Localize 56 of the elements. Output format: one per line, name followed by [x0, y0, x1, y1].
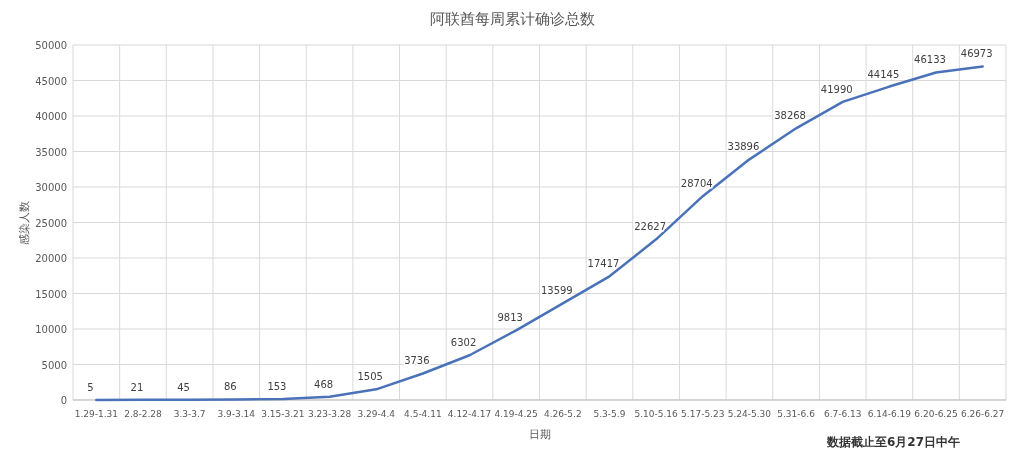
y-tick-label: 25000: [35, 217, 67, 229]
y-tick-label: 20000: [35, 253, 67, 264]
x-tick-label: 4.19-4.25: [494, 409, 538, 419]
data-label: 41990: [820, 83, 853, 95]
x-tick-label: 4.26-5.2: [544, 409, 582, 419]
data-label: 13599: [540, 285, 573, 297]
y-axis-title: 感染人数: [18, 200, 31, 245]
data-label: 22627: [634, 221, 667, 233]
line-series: [95, 65, 984, 402]
data-label: 45: [177, 381, 190, 393]
x-tick-label: 2.8-2.28: [124, 409, 163, 419]
data-label: 1505: [357, 371, 383, 383]
data-label: 44145: [867, 68, 900, 80]
data-label: 153: [267, 380, 287, 392]
x-tick-label: 4.5-4.11: [404, 409, 442, 419]
y-tick-label: 30000: [35, 182, 67, 193]
x-axis-title: 日期: [528, 428, 551, 441]
data-label: 86: [223, 381, 237, 393]
x-tick-label: 6.7-6.13: [823, 409, 862, 419]
y-tick-label: 45000: [35, 75, 67, 87]
data-label: 28704: [680, 178, 713, 190]
x-tick-label: 3.29-4.4: [357, 409, 396, 419]
data-label: 46973: [960, 48, 993, 60]
x-tick-label: 5.24-5.30: [727, 409, 772, 419]
data-label: 21: [130, 381, 144, 393]
x-tick-label: 3.3-3.7: [173, 409, 206, 419]
data-label: 9813: [497, 312, 523, 324]
y-tick-label: 5000: [41, 359, 67, 371]
x-tick-label: 6.14-6.19: [867, 409, 912, 419]
y-tick-label: 15000: [35, 288, 67, 300]
x-tick-label: 5.10-5.16: [634, 409, 679, 419]
data-label: 6302: [450, 337, 477, 349]
data-label: 38268: [774, 110, 806, 122]
data-label: 33896: [727, 141, 760, 153]
y-tick-label: 50000: [35, 40, 67, 51]
y-tick-label: 10000: [35, 324, 67, 335]
data-label: 468: [314, 378, 334, 390]
data-label: 5: [87, 381, 94, 393]
chart-title: 阿联酋每周累计确诊总数: [429, 10, 595, 28]
data-label: 46133: [914, 54, 946, 66]
x-tick-label: 4.12-4.17: [447, 409, 492, 419]
text: 数据截止至6月27日中午: [825, 435, 960, 449]
x-tick-label: 5.17-5.23: [681, 409, 725, 419]
x-tick-label: 5.3-5.9: [593, 409, 626, 419]
data-label: 17417: [587, 258, 620, 270]
x-tick-label: 6.20-6.25: [914, 409, 958, 419]
x-tick-label: 1.29-1.31: [74, 409, 118, 419]
x-tick-label: 3.23-3.28: [307, 409, 352, 419]
x-tick-label: 6.26-6.27: [961, 409, 1005, 419]
y-tick-label: 0: [60, 395, 67, 406]
x-tick-label: 3.15-3.21: [261, 409, 305, 419]
data-label: 3736: [404, 355, 430, 367]
x-tick-label: 3.9-3.14: [217, 409, 256, 419]
y-tick-label: 35000: [35, 146, 67, 158]
y-tick-label: 40000: [35, 111, 67, 122]
x-tick-label: 5.31-6.6: [777, 409, 816, 419]
